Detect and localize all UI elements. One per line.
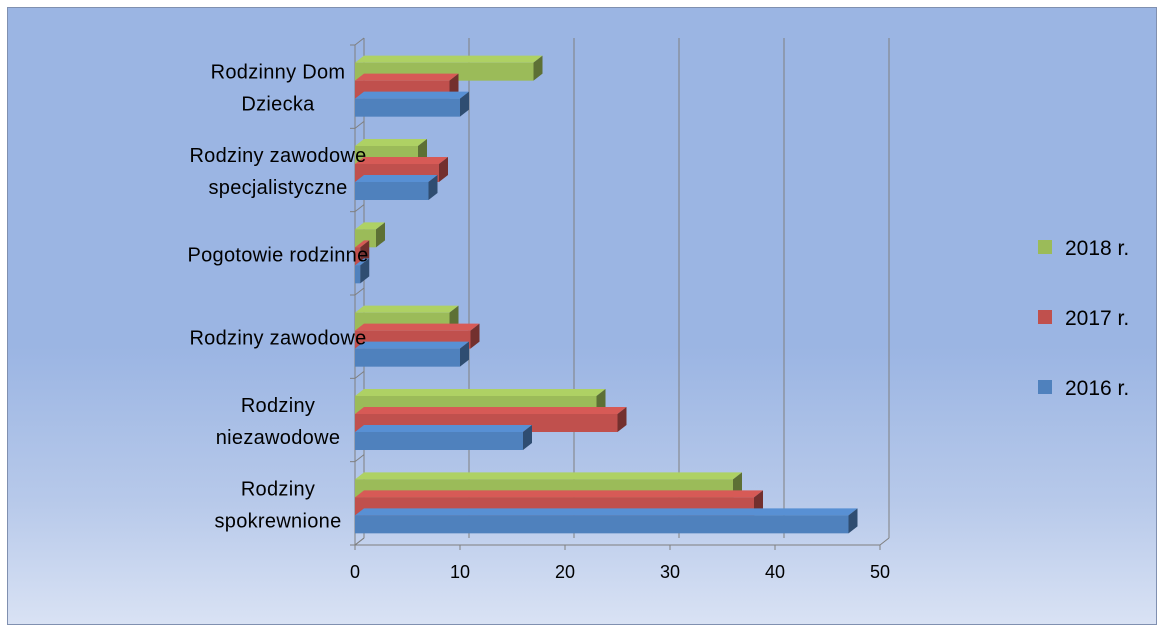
y-tick-depth xyxy=(354,537,365,546)
bar-top xyxy=(355,258,370,266)
y-tick-depth xyxy=(354,454,365,463)
bar-top xyxy=(355,139,427,146)
legend-swatch xyxy=(1038,310,1052,324)
bar-end xyxy=(617,407,627,432)
legend-swatch xyxy=(1038,380,1052,394)
bar-top xyxy=(355,222,385,230)
y-tick-depth xyxy=(354,120,365,129)
legend-swatch xyxy=(1038,240,1052,254)
bar-top xyxy=(355,55,543,63)
bar-top xyxy=(355,305,459,313)
bar-end xyxy=(470,323,480,349)
category-label: Rodziny xyxy=(241,395,315,417)
y-tick-depth xyxy=(354,287,365,296)
bar xyxy=(355,432,523,450)
bar-top xyxy=(355,240,370,248)
bar-top xyxy=(355,91,469,99)
bar xyxy=(355,182,429,200)
bar-top xyxy=(355,490,763,498)
bar-top xyxy=(355,389,606,396)
bar xyxy=(355,265,361,284)
bar-end xyxy=(460,341,469,367)
category-label: spokrewnione xyxy=(214,510,341,532)
x-tick-label: 0 xyxy=(350,562,360,582)
bar xyxy=(355,348,460,367)
bar-top xyxy=(355,73,459,81)
legend-label: 2017 r. xyxy=(1065,307,1129,330)
category-label: Rodzinny Dom xyxy=(211,62,346,84)
category-label: Rodziny xyxy=(241,478,315,500)
y-tick-depth xyxy=(354,370,365,379)
bar-top xyxy=(355,323,480,331)
category-label: Dziecka xyxy=(241,94,315,116)
y-tick-depth xyxy=(354,204,365,213)
x-tick-label: 20 xyxy=(555,562,575,582)
legend-label: 2018 r. xyxy=(1065,237,1129,260)
bar-top xyxy=(355,508,858,516)
bar xyxy=(355,515,849,534)
legend-label: 2016 r. xyxy=(1065,377,1129,400)
chart-frame: 0 10 20 30 40 50 Rodzinny Dom Dziecka Rodziny za… xyxy=(7,7,1157,625)
bar-end xyxy=(439,157,448,182)
bar-end xyxy=(460,91,469,117)
bar-top xyxy=(355,157,448,164)
bar-end xyxy=(533,55,543,81)
x-tick-label: 10 xyxy=(450,562,470,582)
bar-top xyxy=(355,341,469,349)
category-label: Pogotowie rodzinne xyxy=(187,244,368,266)
bar-top xyxy=(355,407,627,414)
bar-top xyxy=(355,472,742,480)
bar-top xyxy=(355,175,438,182)
bar-end xyxy=(848,508,858,534)
y-tick-depth xyxy=(354,37,365,46)
bar xyxy=(355,98,460,117)
axis-depth-line xyxy=(879,537,890,546)
x-tick-label: 40 xyxy=(765,562,785,582)
bar-end xyxy=(360,258,370,284)
bar-end xyxy=(523,425,532,450)
category-label: specjalistyczne xyxy=(208,177,347,199)
category-label: Rodziny zawodowe xyxy=(189,328,366,350)
bar-end xyxy=(428,175,438,200)
bar xyxy=(355,247,361,266)
bar-chart: 0 10 20 30 40 50 Rodzinny Dom Dziecka Rodziny za… xyxy=(187,37,1129,582)
category-label: Rodziny zawodowe xyxy=(189,145,366,167)
bar xyxy=(355,229,376,248)
x-tick-label: 30 xyxy=(660,562,680,582)
bar-end xyxy=(376,222,385,248)
x-tick-label: 50 xyxy=(870,562,890,582)
bar-top xyxy=(355,425,532,432)
category-label: niezawodowe xyxy=(216,427,341,449)
